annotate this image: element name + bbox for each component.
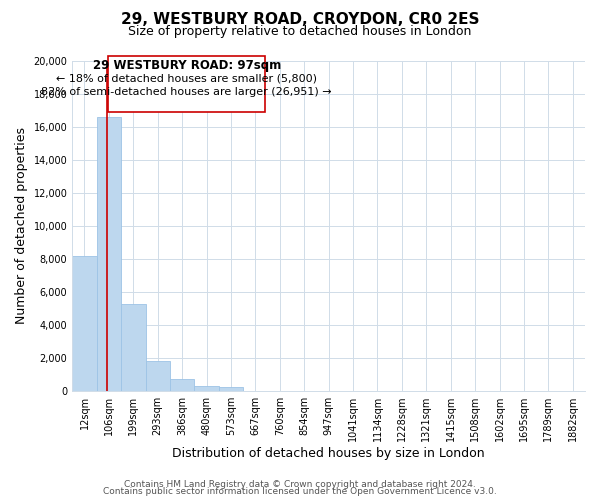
X-axis label: Distribution of detached houses by size in London: Distribution of detached houses by size …	[172, 447, 485, 460]
Bar	[72, 256, 97, 391]
Text: 29 WESTBURY ROAD: 97sqm: 29 WESTBURY ROAD: 97sqm	[92, 59, 281, 72]
Bar	[170, 378, 194, 391]
Text: 29, WESTBURY ROAD, CROYDON, CR0 2ES: 29, WESTBURY ROAD, CROYDON, CR0 2ES	[121, 12, 479, 28]
Text: Size of property relative to detached houses in London: Size of property relative to detached ho…	[128, 25, 472, 38]
Bar	[97, 117, 121, 391]
FancyBboxPatch shape	[108, 56, 265, 112]
Text: Contains public sector information licensed under the Open Government Licence v3: Contains public sector information licen…	[103, 487, 497, 496]
Bar	[194, 386, 219, 391]
Text: ← 18% of detached houses are smaller (5,800): ← 18% of detached houses are smaller (5,…	[56, 74, 317, 84]
Bar	[121, 304, 146, 391]
Text: 82% of semi-detached houses are larger (26,951) →: 82% of semi-detached houses are larger (…	[41, 87, 332, 97]
Text: Contains HM Land Registry data © Crown copyright and database right 2024.: Contains HM Land Registry data © Crown c…	[124, 480, 476, 489]
Bar	[219, 388, 243, 391]
Y-axis label: Number of detached properties: Number of detached properties	[15, 128, 28, 324]
Bar	[146, 360, 170, 391]
